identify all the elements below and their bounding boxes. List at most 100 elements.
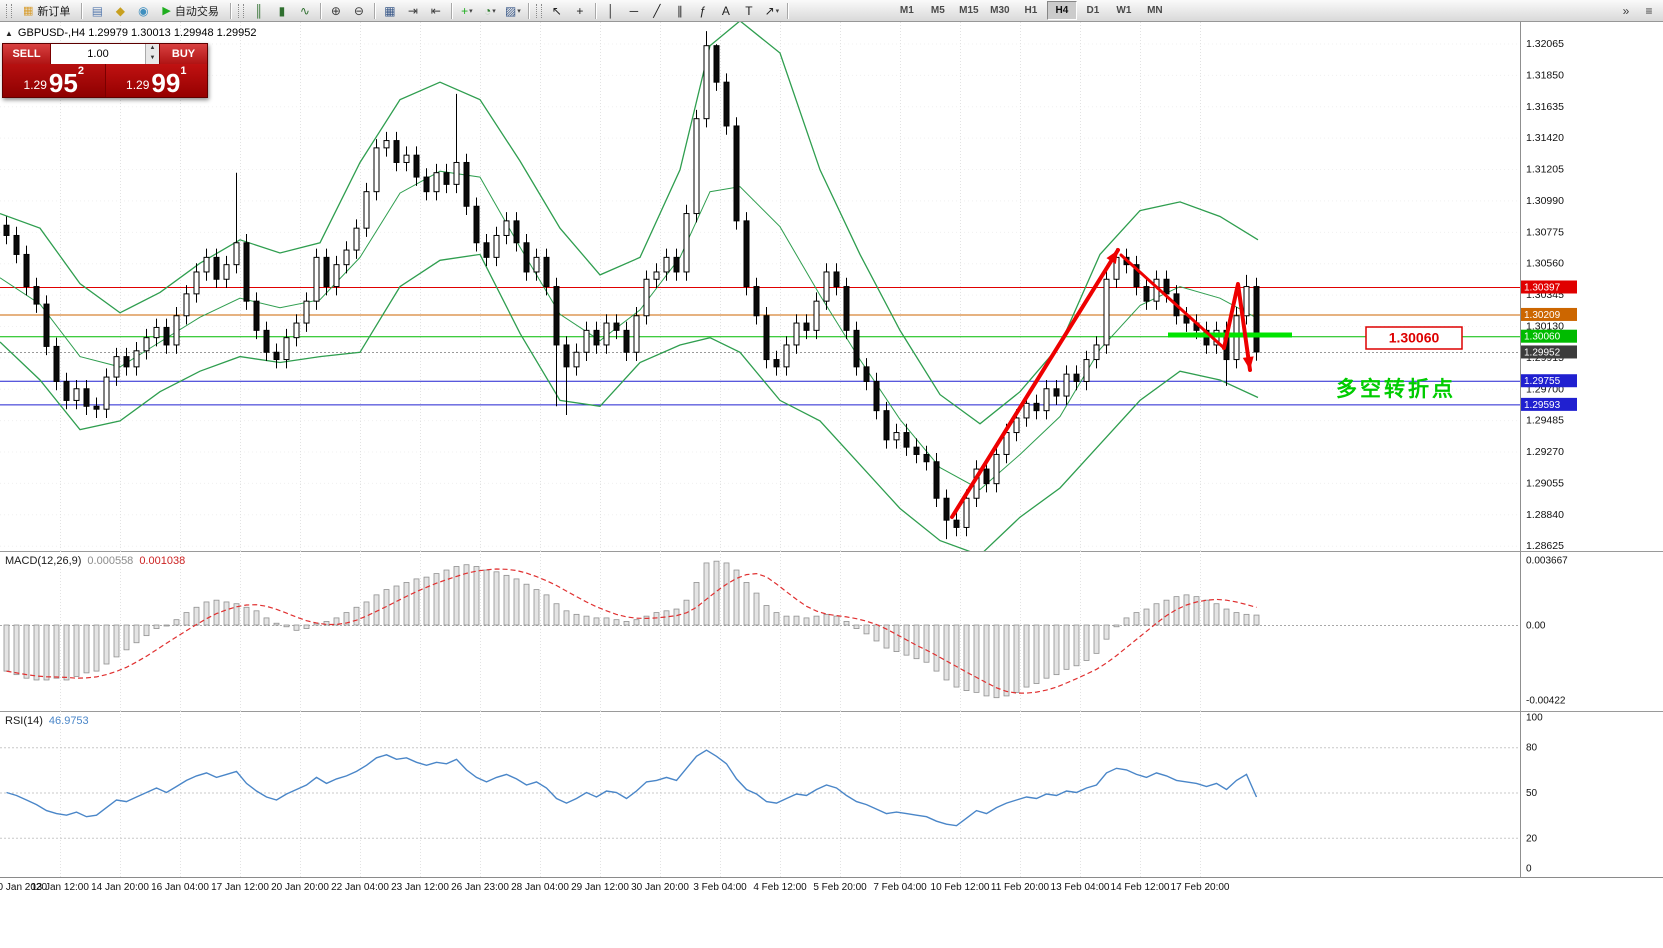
timeframe-w1[interactable]: W1	[1116, 5, 1132, 16]
toolbar-menu-icon[interactable]: ≡	[1645, 3, 1653, 18]
horizontal-lines	[0, 287, 1520, 406]
toolbar-grip	[237, 3, 244, 18]
time-label: 29 Jan 12:00	[571, 882, 629, 893]
toolbar-grip	[535, 3, 542, 18]
bar-chart-icon[interactable]: ║	[254, 3, 264, 18]
vertical-line-icon[interactable]: │	[607, 3, 615, 18]
rsi-panel-svg[interactable]: 100 80 50 20 0	[0, 711, 1663, 877]
collapse-panel-icon[interactable]: ▲	[5, 29, 13, 38]
toolbar-separator	[319, 2, 321, 19]
toolbar-separator	[527, 2, 529, 19]
crosshair-icon[interactable]: +	[576, 3, 584, 18]
bollinger-bands	[0, 22, 1259, 551]
auto-trading-button-label: 自动交易	[174, 5, 219, 18]
candlestick-chart-icon[interactable]: ▮	[278, 3, 286, 18]
price-badges: 1.30397 1.30209 1.30060 1.29952 1.29755 1.295…	[1521, 280, 1577, 411]
timeframe-h4[interactable]: H4	[1046, 1, 1077, 20]
time-label: 5 Feb 20:00	[813, 882, 867, 893]
timeframe-m1[interactable]: M1	[899, 5, 914, 16]
rsi-label: RSI(14) 46.9753	[5, 715, 89, 727]
dropdown-caret-icon: ▾	[492, 7, 496, 15]
macd-panel-svg[interactable]: 0.003667 0.00 -0.00422	[0, 551, 1663, 711]
svg-text:0.00: 0.00	[1526, 621, 1546, 632]
tile-windows-icon[interactable]: ▦	[384, 3, 396, 18]
rsi-name: RSI(14)	[5, 715, 43, 727]
macd-signal-value: 0.001038	[139, 555, 186, 567]
time-label: 4 Feb 12:00	[753, 882, 807, 893]
dropdown-caret-icon: ▾	[469, 7, 473, 15]
toolbar-separator	[594, 2, 596, 19]
volume-value[interactable]: 1.00	[87, 48, 109, 60]
templates-icon[interactable]: ▨ ▾	[504, 3, 521, 18]
toolbar-separator	[229, 2, 231, 19]
svg-text:0: 0	[1526, 864, 1532, 875]
trendline-icon[interactable]: ╱	[653, 3, 661, 18]
rsi-value: 46.9753	[48, 715, 89, 727]
svg-text:1.31635: 1.31635	[1526, 101, 1564, 113]
auto-scroll-icon[interactable]: ⇥	[407, 3, 418, 18]
chart-shift-icon[interactable]: ⇤	[430, 3, 441, 18]
rsi-line	[6, 749, 1258, 827]
svg-text:1.30209: 1.30209	[1524, 310, 1561, 321]
chart-window-icon[interactable]: ▤	[91, 3, 104, 18]
price-chart-svg[interactable]: 1.32065 1.31850 1.31635 1.31420 1.31205 1.309…	[0, 22, 1663, 551]
trend-arrow-head	[1106, 250, 1118, 264]
svg-text:1.30775: 1.30775	[1526, 226, 1564, 238]
timeframe-h1[interactable]: H1	[1024, 5, 1038, 16]
time-label: 10 Feb 12:00	[930, 882, 990, 893]
fibonacci-icon[interactable]: ƒ	[699, 3, 707, 18]
horizontal-line-icon[interactable]: ─	[629, 3, 639, 18]
time-label: 26 Jan 23:00	[451, 882, 509, 893]
macd-signal-line	[6, 568, 1257, 694]
indicators-icon[interactable]: + ▾	[461, 3, 473, 18]
volume-up-icon[interactable]: ▲	[146, 44, 159, 54]
periods-icon[interactable]: ◔ ▾	[483, 3, 496, 18]
profile-icon[interactable]: ◆	[115, 3, 126, 18]
channel-icon[interactable]: ∥	[676, 3, 683, 18]
svg-text:1.30130: 1.30130	[1526, 320, 1564, 332]
zoom-out-icon[interactable]: ⊖	[353, 3, 364, 18]
text-icon[interactable]: A	[721, 3, 730, 18]
svg-text:50: 50	[1526, 788, 1538, 799]
sell-price[interactable]: 1.29 95 2	[3, 64, 106, 97]
new-order-button[interactable]: ▦ 新订单	[16, 1, 77, 21]
label-icon[interactable]: T	[745, 3, 753, 18]
toolbar-separator	[81, 2, 83, 19]
buy-price-big: 99	[151, 68, 181, 98]
price-badge	[1521, 280, 1577, 294]
timeframe-m15[interactable]: M15	[959, 5, 979, 16]
time-label: 30 Jan 20:00	[631, 882, 689, 893]
arrows-icon[interactable]: ↗ ▾	[764, 3, 780, 18]
buy-price[interactable]: 1.29 99 1	[105, 64, 207, 98]
one-click-trading-panel: SELL 1.00 ▲ ▼ BUY 1.29 95 2 1.29 99 1	[2, 43, 208, 98]
svg-text:1.32065: 1.32065	[1526, 38, 1564, 50]
svg-text:1.29755: 1.29755	[1524, 376, 1561, 387]
time-label: 13 Jan 12:00	[31, 882, 89, 893]
refresh-icon[interactable]: ◉	[138, 3, 149, 18]
price-badge	[1521, 345, 1577, 359]
line-chart-icon[interactable]: ∿	[299, 3, 310, 18]
timeframe-d1[interactable]: D1	[1086, 5, 1100, 16]
toolbar-separator	[786, 2, 788, 19]
timeframe-m30[interactable]: M30	[990, 5, 1010, 16]
cursor-icon[interactable]: ↖	[551, 3, 562, 18]
auto-trading-button[interactable]: ▶ 自动交易	[155, 1, 225, 21]
volume-down-icon[interactable]: ▼	[146, 54, 159, 64]
timeframe-m5[interactable]: M5	[930, 5, 945, 16]
buy-button[interactable]: BUY	[159, 44, 207, 64]
sell-button[interactable]: SELL	[3, 44, 51, 64]
volume-input[interactable]: 1.00 ▲ ▼	[51, 44, 159, 64]
toolbar-overflow-icon[interactable]: »	[1622, 3, 1630, 18]
annotations-layer: 1.30060 多空转折点	[950, 248, 1463, 519]
dropdown-caret-icon: ▾	[517, 7, 521, 15]
macd-histogram	[3, 560, 1260, 699]
zoom-in-icon[interactable]: ⊕	[330, 3, 341, 18]
toolbar-grip	[6, 3, 12, 18]
symbol-title: ▲ GBPUSD-,H4 1.29979 1.30013 1.29948 1.29…	[5, 27, 256, 39]
svg-text:1.31850: 1.31850	[1526, 69, 1564, 81]
timeframe-mn[interactable]: MN	[1147, 5, 1163, 16]
svg-text:1.29270: 1.29270	[1526, 446, 1564, 458]
turning-point-text: 多空转折点	[1336, 377, 1456, 401]
